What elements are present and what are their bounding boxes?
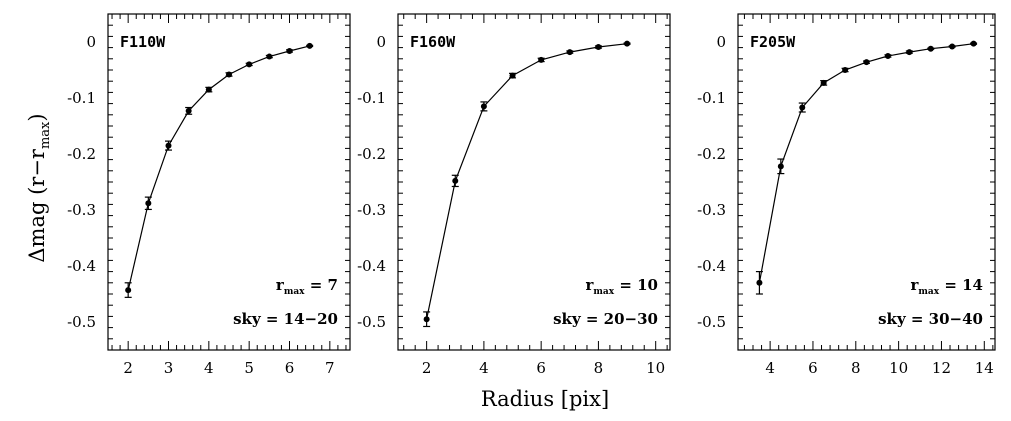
- y-axis-title-main: Δmag (r−r: [25, 148, 49, 263]
- y-tick-label: -0.3: [357, 201, 386, 219]
- data-point: [246, 61, 253, 68]
- y-tick-label: 0: [376, 33, 386, 51]
- sky-annotation: sky = 14−20: [233, 310, 338, 328]
- series-line: [758, 43, 974, 283]
- rmax-annotation: rmax = 14: [910, 276, 983, 297]
- data-point: [927, 45, 934, 52]
- data-point: [306, 42, 313, 49]
- x-tick-label: 4: [204, 359, 214, 377]
- rmax-annotation: rmax = 7: [276, 276, 338, 297]
- series-line: [127, 45, 310, 291]
- x-tick-label: 14: [975, 359, 994, 377]
- y-axis-title-sub: max: [38, 121, 53, 149]
- x-tick-label: 7: [325, 359, 335, 377]
- data-point: [145, 200, 152, 207]
- y-tick-label: 0: [716, 33, 726, 51]
- rmax-label: r: [910, 276, 919, 294]
- x-tick-label: 6: [536, 359, 546, 377]
- data-point: [624, 40, 631, 47]
- y-tick-label: 0: [86, 33, 96, 51]
- y-tick-label: -0.5: [357, 313, 386, 331]
- x-tick-label: 2: [123, 359, 133, 377]
- y-tick-label: -0.2: [357, 145, 386, 163]
- x-tick-label: 10: [889, 359, 908, 377]
- x-tick-label: 4: [765, 359, 775, 377]
- data-point: [949, 43, 956, 50]
- y-tick-label: -0.3: [67, 201, 96, 219]
- data-point: [842, 67, 849, 73]
- data-point: [799, 104, 806, 111]
- data-point: [538, 56, 545, 63]
- rmax-label: r: [585, 276, 594, 294]
- rmax-value: = 7: [305, 276, 338, 294]
- y-tick-label: -0.5: [697, 313, 726, 331]
- data-point: [165, 142, 172, 149]
- data-point: [756, 279, 763, 286]
- data-point: [423, 316, 430, 323]
- rmax-annotation: rmax = 10: [585, 276, 658, 297]
- y-tick-label: -0.5: [67, 313, 96, 331]
- sky-annotation: sky = 30−40: [878, 310, 983, 328]
- x-axis-title: Radius [pix]: [481, 387, 609, 411]
- data-point: [452, 177, 459, 184]
- data-point: [820, 79, 827, 86]
- x-tick-label: 6: [285, 359, 295, 377]
- plot-frame: [107, 13, 351, 351]
- rmax-subscript: max: [918, 287, 939, 297]
- data-point: [777, 163, 784, 170]
- x-tick-label: 2: [422, 359, 432, 377]
- x-tick-label: 3: [164, 359, 174, 377]
- y-tick-label: -0.4: [67, 257, 96, 275]
- panel-3: 4 6 8 10 12 14 0 -0.1 -0.2 -0.3 -0.4 -0.5 F205W rmax …: [697, 13, 996, 377]
- data-point: [286, 47, 293, 54]
- x-tick-label: 8: [851, 359, 861, 377]
- x-tick-label: 5: [244, 359, 254, 377]
- y-axis-title: Δmag (r−rmax): [25, 113, 53, 262]
- rmax-subscript: max: [593, 287, 614, 297]
- data-point: [863, 59, 870, 66]
- y-axis-title-end: ): [25, 113, 49, 121]
- y-tick-label: -0.1: [697, 89, 726, 107]
- y-tick-label: -0.2: [697, 145, 726, 163]
- x-tick-label: 4: [479, 359, 489, 377]
- panel-title: F205W: [750, 33, 796, 51]
- panel-title: F160W: [410, 33, 456, 51]
- rmax-value: = 10: [614, 276, 658, 294]
- y-tick-label: -0.1: [67, 89, 96, 107]
- panel-title: F110W: [120, 33, 166, 51]
- data-point: [509, 72, 516, 79]
- data-point: [205, 86, 212, 93]
- data-point: [125, 287, 132, 294]
- x-tick-label: 10: [646, 359, 665, 377]
- x-tick-label: 6: [808, 359, 818, 377]
- panel-1: 2 3 4 5 6 7 0 -0.1 -0.2 -0.3 -0.4 -0.5 F110W rmax = 7…: [67, 13, 351, 377]
- rmax-subscript: max: [284, 287, 305, 297]
- sky-annotation: sky = 20−30: [553, 310, 658, 328]
- panel-2: 2 4 6 8 10 0 -0.1 -0.2 -0.3 -0.4 -0.5 F160W rmax = 1…: [357, 13, 671, 377]
- data-point: [970, 40, 977, 47]
- y-tick-label: -0.4: [697, 257, 726, 275]
- x-tick-label: 8: [594, 359, 604, 377]
- series-line: [426, 43, 628, 320]
- y-tick-label: -0.2: [67, 145, 96, 163]
- y-tick-label: -0.1: [357, 89, 386, 107]
- data-point: [566, 49, 573, 56]
- data-point: [480, 103, 487, 110]
- y-tick-label: -0.4: [357, 257, 386, 275]
- data-point: [884, 53, 891, 59]
- data-point: [226, 71, 232, 78]
- data-point: [266, 53, 273, 60]
- x-tick-label: 12: [932, 359, 951, 377]
- data-point: [595, 44, 602, 51]
- data-point: [185, 107, 192, 114]
- rmax-value: = 14: [939, 276, 983, 294]
- data-point: [906, 49, 913, 56]
- rmax-label: r: [276, 276, 285, 294]
- y-tick-label: -0.3: [697, 201, 726, 219]
